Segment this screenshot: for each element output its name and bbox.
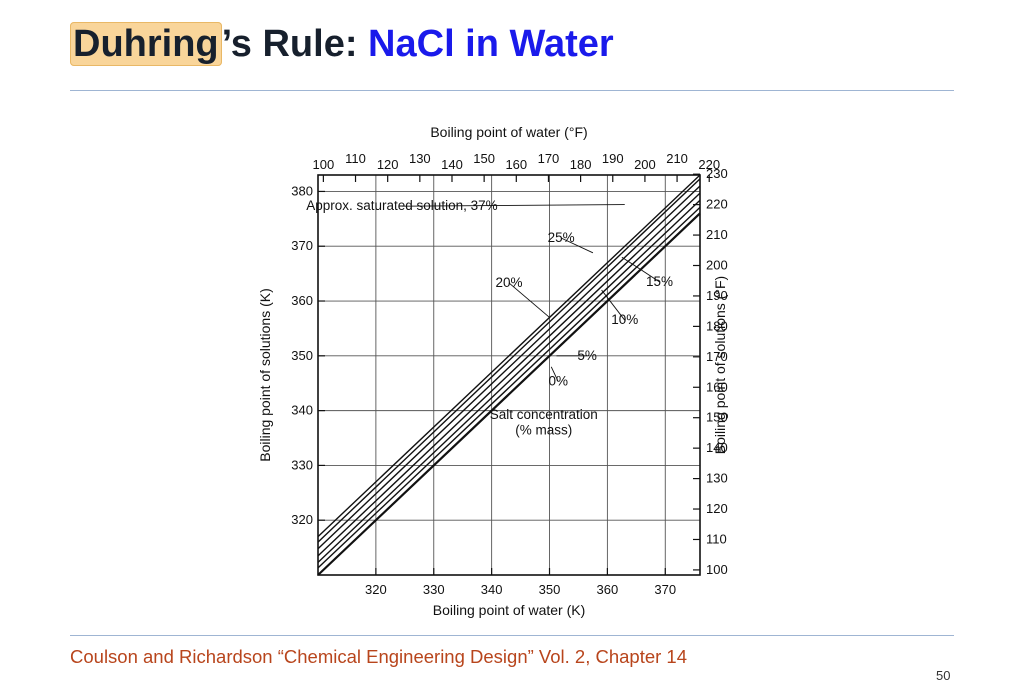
x-tick-label: 360 [597,582,619,597]
x-tick-label: 350 [539,582,561,597]
y-tick-label: 350 [291,348,313,363]
annotation-label: 15% [646,274,673,289]
y-tick-label: 340 [291,403,313,418]
top-tick-label: 220 [698,157,720,172]
right-tick-label: 100 [706,562,728,577]
right-tick-label: 160 [706,379,728,394]
right-axis-label: Boiling point of solutions (°F) [712,276,728,454]
annotation-label: Approx. saturated solution, 37% [306,198,497,213]
page-number: 50 [936,668,951,683]
x-axis-label: Boiling point of water (K) [433,602,586,618]
series-line [317,178,701,543]
right-tick-label: 230 [706,166,728,181]
right-tick-label: 220 [706,197,728,212]
top-tick-label: 210 [666,151,688,166]
annotation-label: 0% [548,374,568,389]
title-highlight: Duhring [70,22,222,66]
right-tick-label: 110 [706,531,727,546]
annotation-label: 25% [548,230,575,245]
top-tick-label: 120 [377,157,399,172]
series-line [317,174,701,538]
tick-labels: 320 330 340 350 360 3703203303403503603703801… [291,151,727,597]
annotations: Approx. saturated solution, 37% 25% 20% 15%… [306,198,673,437]
top-tick-label: 160 [505,157,527,172]
top-tick-label: 180 [570,157,592,172]
x-tick-label: 340 [481,582,503,597]
series-line [317,185,701,550]
annotation-leader [508,282,550,318]
top-axis-label: Boiling point of water (°F) [430,124,587,140]
title-mid: ’s Rule: [221,23,369,65]
annotation-label: 10% [611,312,638,327]
top-tick-label: 190 [602,151,624,166]
annotation-leader [601,289,626,321]
x-tick-label: 320 [365,582,387,597]
top-tick-label: 170 [538,151,560,166]
chart-grid [318,175,700,575]
annotation-leader [550,366,559,382]
series-lines [317,174,701,576]
y-tick-label: 330 [291,457,313,472]
right-tick-label: 150 [706,410,728,425]
y-tick-label: 360 [291,293,313,308]
citation-footer: Coulson and Richardson “Chemical Enginee… [70,646,688,667]
title-blue: NaCl in Water [368,23,614,65]
duhring-chart: 320 330 340 350 360 3703203303403503603703801… [257,124,728,618]
title-divider [70,90,954,91]
series-line [317,192,701,557]
top-tick-label: 110 [345,151,366,166]
x-tick-label: 370 [654,582,676,597]
annotation-label: (% mass) [515,422,572,437]
right-tick-label: 210 [706,227,728,242]
annotation-leader [621,256,660,283]
y-tick-label: 380 [291,183,313,198]
slide-title: Duhring’s Rule: NaCl in Water [70,14,614,74]
annotation-leader [401,204,625,207]
annotation-leader [560,237,594,254]
axis-ticks [318,173,710,575]
top-tick-label: 140 [441,157,463,172]
annotation-label: 20% [495,275,522,290]
series-line [317,199,701,563]
annotation-label: 5% [577,348,597,363]
top-tick-label: 150 [473,151,495,166]
right-tick-label: 120 [706,501,728,516]
top-tick-label: 130 [409,151,431,166]
y-axis-label: Boiling point of solutions (K) [257,288,273,462]
series-line [317,212,701,576]
series-line [317,206,701,569]
plot-frame [317,174,701,576]
right-tick-label: 170 [706,349,728,364]
footer-divider [70,635,954,636]
y-tick-label: 320 [291,512,313,527]
y-tick-label: 370 [291,238,313,253]
right-tick-label: 190 [706,288,728,303]
right-tick-label: 200 [706,258,728,273]
x-tick-label: 330 [423,582,445,597]
top-tick-label: 100 [313,157,335,172]
top-tick-label: 200 [634,157,656,172]
annotation-leaders [401,204,660,382]
right-tick-label: 180 [706,318,728,333]
right-tick-label: 140 [706,440,728,455]
right-tick-label: 130 [706,471,728,486]
annotation-label: Salt concentration [490,407,598,422]
